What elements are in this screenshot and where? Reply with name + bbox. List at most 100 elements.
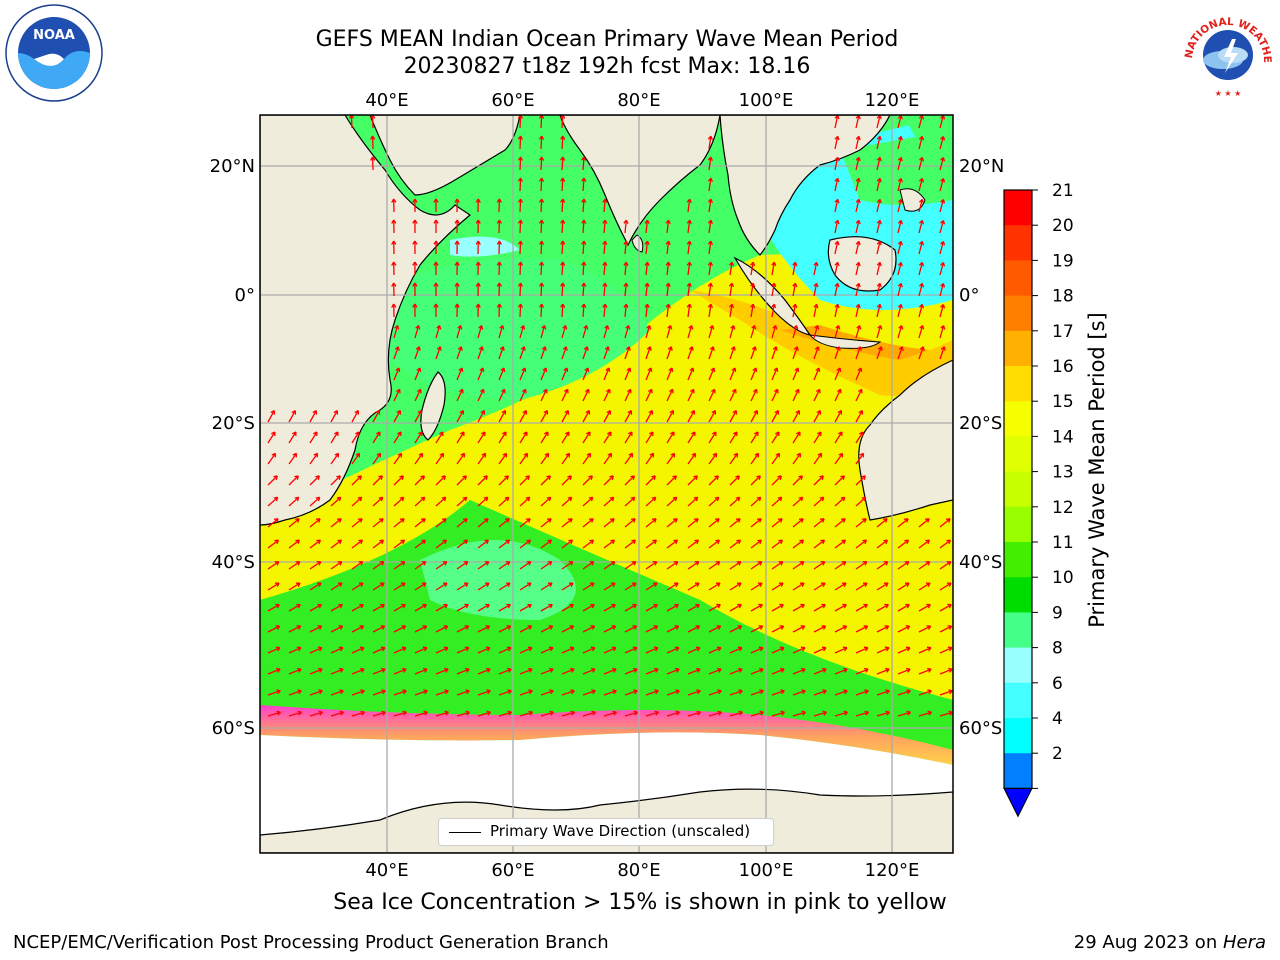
wave-direction-arrow [456,410,464,423]
wave-direction-arrowhead [627,410,633,415]
wave-direction-arrow [666,690,680,696]
wave-direction-arrow [876,711,890,717]
wave-direction-arrow [435,561,448,570]
wave-direction-arrowhead [820,561,826,566]
wave-direction-arrow [582,431,591,444]
wave-direction-arrow [372,647,386,654]
wave-direction-arrow [834,625,847,633]
wave-direction-arrow [582,261,585,276]
wave-direction-arrow [456,496,468,507]
wave-direction-arrowhead [885,689,890,695]
wave-direction-arrow [687,262,691,276]
wave-direction-arrowhead [273,496,279,502]
wave-direction-arrowhead [565,431,570,437]
wave-direction-arrowhead [696,689,701,695]
wave-direction-arrow [435,496,447,507]
wave-direction-arrowhead [897,177,903,183]
colorbar-segment [1004,225,1032,261]
colorbar-extend-arrow [1003,787,1033,818]
wave-direction-arrowhead [612,710,617,716]
wave-direction-arrow [603,475,614,486]
wave-direction-arrowhead [835,346,841,351]
wave-direction-arrow [687,453,697,465]
wave-direction-arrow [918,304,923,318]
wave-direction-arrowhead [485,603,490,609]
wave-direction-arrow [834,325,840,339]
wave-direction-arrow [498,475,509,486]
wave-direction-arrowhead [273,475,278,480]
wave-direction-arrowhead [412,282,418,287]
wave-direction-arrowhead [602,219,608,224]
wave-direction-arrowhead [421,582,427,587]
wave-direction-arrowhead [433,198,439,203]
wave-direction-arrowhead [862,561,868,566]
wave-direction-arrow [876,304,881,318]
wave-direction-arrow [603,582,616,591]
wave-direction-arrow [456,561,469,570]
wave-direction-arrowhead [717,689,722,695]
wave-direction-arrow [897,304,902,318]
wave-direction-arrow [750,367,757,381]
wave-direction-arrow [939,690,953,696]
wave-direction-arrowhead [380,603,385,609]
wave-direction-arrowhead [675,710,680,716]
wave-direction-arrow [435,625,448,633]
wave-direction-arrowhead [612,689,617,695]
wave-direction-arrowhead [631,582,637,587]
wave-direction-arrow [414,582,427,591]
wave-direction-arrow [624,262,627,276]
wave-direction-arrow [603,304,606,318]
wave-direction-arrow [645,283,649,297]
wave-direction-arrowhead [395,367,401,372]
wave-direction-arrowhead [359,667,365,673]
wave-direction-arrowhead [584,367,590,372]
wave-direction-arrowhead [707,282,714,288]
wave-direction-arrow [330,431,339,444]
wave-direction-arrowhead [454,198,460,203]
wave-direction-arrow [834,262,839,276]
wave-direction-arrowhead [947,667,953,673]
wave-direction-arrowhead [819,475,824,480]
wave-direction-arrow [519,539,531,549]
wave-direction-arrowhead [585,410,591,415]
wave-direction-arrow [687,304,691,318]
wave-direction-arrow [645,582,658,591]
wave-direction-arrow [918,561,931,570]
wave-direction-arrowhead [505,561,511,566]
wave-direction-arrow [729,389,737,402]
wave-direction-arrowhead [412,303,418,308]
wave-direction-arrowhead [796,452,802,458]
wave-direction-arrowhead [570,710,575,716]
footer-credit: NCEP/EMC/Verification Post Processing Pr… [13,932,609,953]
nws-logo: NATIONAL WEATHER SERVICE ★ ★ ★ [1178,3,1275,100]
wave-direction-arrow [666,241,670,255]
wave-direction-arrow [540,561,553,570]
wave-direction-arrowhead [443,603,448,609]
wave-direction-arrowhead [757,582,763,587]
wave-direction-arrow [435,346,441,360]
wave-direction-arrowhead [842,625,848,630]
wave-direction-arrow [666,625,679,633]
wave-direction-arrowhead [433,219,439,224]
wave-direction-arrowhead [665,240,671,246]
wave-direction-arrowhead [500,367,506,372]
wave-direction-arrow [540,367,547,381]
wave-direction-arrow [414,496,426,507]
wave-direction-arrow [309,711,323,717]
wave-direction-arrowhead [318,710,323,716]
wave-direction-arrowhead [484,582,490,587]
wave-direction-arrowhead [625,346,631,351]
wave-direction-arrow [414,668,428,675]
wave-direction-arrow [708,304,712,318]
wave-direction-arrowhead [736,582,742,587]
wave-direction-arrow [519,325,525,339]
legend: Primary Wave Direction (unscaled) [438,818,774,846]
wave-direction-arrowhead [800,667,806,673]
wave-direction-arrow [855,668,869,675]
wave-direction-arrow [897,711,911,717]
wave-direction-arrow [729,283,733,297]
wave-direction-arrowhead [422,603,427,609]
wave-direction-arrow [561,496,573,507]
wave-direction-arrowhead [422,625,428,630]
wave-direction-arrowhead [421,539,427,545]
